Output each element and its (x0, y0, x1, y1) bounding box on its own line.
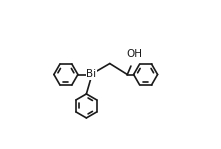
Text: OH: OH (126, 49, 142, 59)
Text: Bi: Bi (86, 69, 97, 80)
